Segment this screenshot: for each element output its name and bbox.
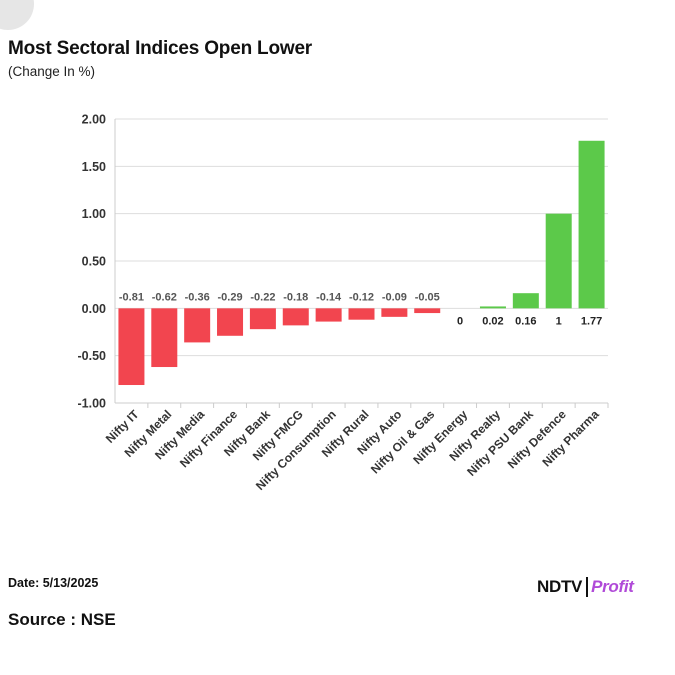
y-tick-label: 1.50	[82, 160, 106, 174]
data-label: -0.14	[316, 291, 342, 303]
data-label: -0.62	[152, 291, 177, 303]
y-tick-label: -0.50	[78, 349, 107, 363]
data-label: 0.02	[482, 315, 503, 327]
bar	[479, 306, 506, 309]
brand-divider	[586, 577, 589, 597]
bar	[414, 308, 441, 314]
chart-subtitle: (Change In %)	[8, 64, 96, 79]
bar	[217, 308, 244, 336]
bar-chart: 2.001.501.000.500.00-0.50-1.00-0.81Nifty…	[78, 113, 609, 493]
y-tick-label: -1.00	[78, 397, 107, 411]
data-label: -0.09	[382, 291, 407, 303]
data-label: -0.22	[250, 291, 275, 303]
data-label: -0.29	[217, 291, 242, 303]
brand-ndtv: NDTV	[537, 577, 583, 596]
y-tick-label: 2.00	[82, 113, 106, 127]
y-tick-label: 0.50	[82, 255, 106, 269]
bar	[282, 308, 309, 326]
brand-logo: NDTV Profit	[537, 575, 634, 599]
bar	[381, 308, 408, 317]
bar	[348, 308, 375, 320]
chart-title: Most Sectoral Indices Open Lower	[8, 38, 313, 59]
data-label: -0.05	[415, 291, 440, 303]
bar	[184, 308, 211, 343]
data-label: -0.12	[349, 291, 374, 303]
brand-profit: Profit	[591, 577, 634, 596]
data-label: 0.16	[515, 315, 536, 327]
y-tick-label: 0.00	[82, 302, 106, 316]
bar	[118, 308, 145, 386]
data-label: 1	[556, 315, 562, 327]
bar	[249, 308, 276, 330]
data-label: -0.36	[185, 291, 210, 303]
bar	[545, 213, 572, 309]
data-label: 0	[457, 315, 463, 327]
bar	[512, 293, 539, 309]
y-tick-label: 1.00	[82, 207, 106, 221]
source-label: Source : NSE	[8, 610, 116, 629]
bar	[315, 308, 342, 322]
data-label: -0.81	[119, 291, 144, 303]
date-label: Date: 5/13/2025	[8, 576, 99, 590]
data-label: 1.77	[581, 315, 602, 327]
data-label: -0.18	[283, 291, 308, 303]
bar	[151, 308, 178, 368]
bar	[578, 140, 605, 309]
